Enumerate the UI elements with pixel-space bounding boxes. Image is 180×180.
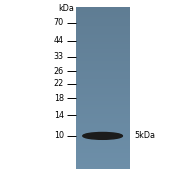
- Ellipse shape: [83, 132, 122, 139]
- Text: 33: 33: [54, 52, 64, 61]
- Text: 70: 70: [54, 18, 64, 27]
- Text: 18: 18: [54, 94, 64, 103]
- Text: kDa: kDa: [58, 4, 74, 13]
- Text: 14: 14: [54, 111, 64, 120]
- Text: 26: 26: [54, 67, 64, 76]
- Text: 5kDa: 5kDa: [134, 131, 155, 140]
- Text: 10: 10: [54, 131, 64, 140]
- Text: 44: 44: [54, 36, 64, 45]
- Text: 22: 22: [54, 79, 64, 88]
